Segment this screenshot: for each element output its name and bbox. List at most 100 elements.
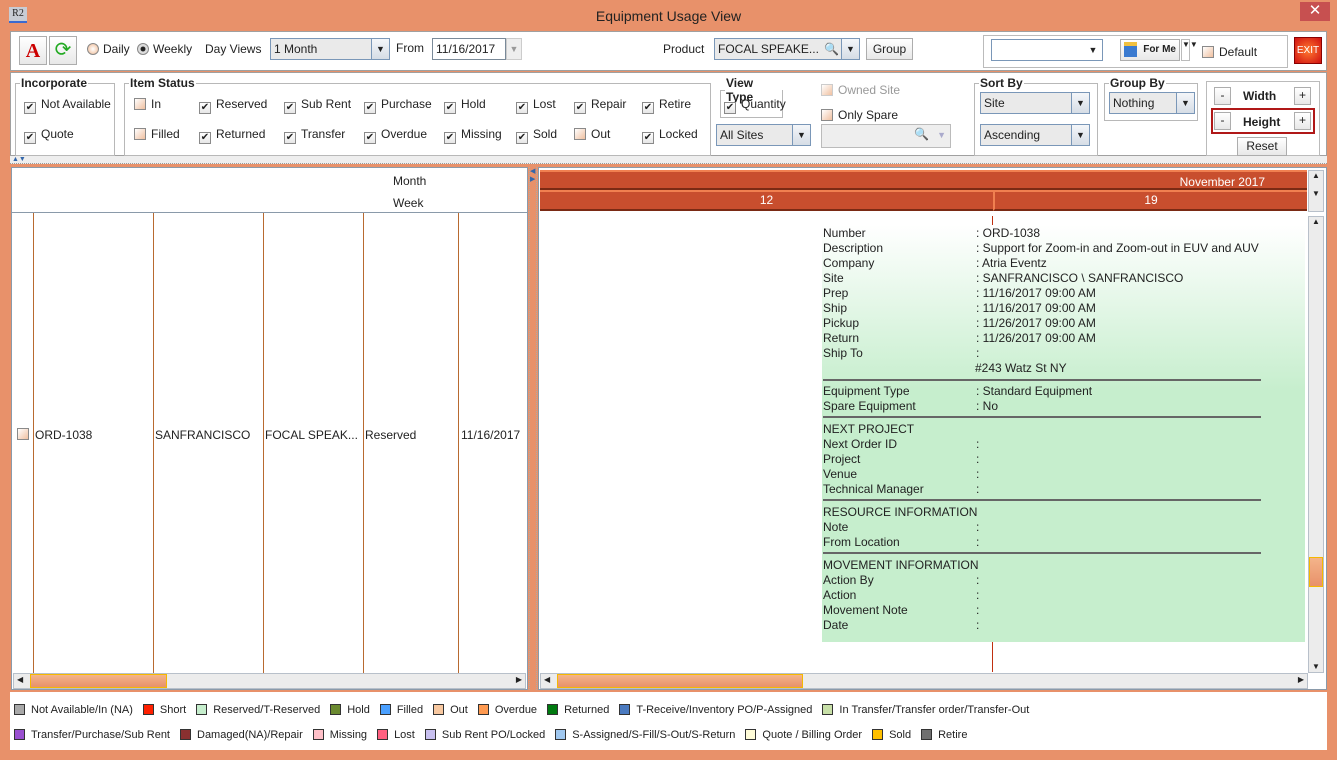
vertical-scrollbar[interactable]: ▲ ▼ xyxy=(1308,216,1324,673)
legend-item: Damaged(NA)/Repair xyxy=(180,729,303,741)
legend-item: Reserved/T-Reserved xyxy=(196,704,320,716)
tooltip-value: #243 Watz St NY xyxy=(975,361,1067,375)
legend-swatch xyxy=(424,729,436,740)
status-checkbox-hold[interactable]: ✔ Hold xyxy=(444,97,486,114)
height-minus-button[interactable]: - xyxy=(1214,112,1231,130)
status-checkbox-lost[interactable]: ✔ Lost xyxy=(516,97,556,114)
product-label: Product xyxy=(663,42,705,56)
tooltip-value: : xyxy=(976,452,980,466)
day-views-select[interactable]: 1 Month ▼ xyxy=(270,38,390,60)
group-by-select[interactable]: Nothing ▼ xyxy=(1109,92,1195,114)
item-status-group: Item Status xyxy=(124,76,711,156)
checkbox-icon xyxy=(134,128,146,140)
from-label: From xyxy=(396,41,424,55)
tooltip-label: Return xyxy=(823,331,860,345)
status-checkbox-missing[interactable]: ✔ Missing xyxy=(444,127,502,144)
close-button[interactable]: ✕ xyxy=(1300,2,1330,21)
status-checkbox-filled[interactable]: Filled xyxy=(134,127,180,141)
status-checkbox-locked[interactable]: ✔ Locked xyxy=(642,127,698,144)
legend-item: Returned xyxy=(547,704,609,716)
checkbox-icon: ✔ xyxy=(574,102,586,114)
status-checkbox-returned[interactable]: ✔ Returned xyxy=(199,127,266,144)
chevron-down-icon: ▼ xyxy=(1071,125,1089,145)
window-title: Equipment Usage View xyxy=(595,8,742,24)
tooltip-label: Ship xyxy=(823,301,848,315)
default-checkbox[interactable]: Default xyxy=(1202,45,1257,59)
right-horizontal-scrollbar[interactable]: ◀ ▶ xyxy=(540,673,1308,689)
for-me-dropdown-icon[interactable]: ▼▼ xyxy=(1181,39,1198,61)
weekly-radio[interactable]: Weekly xyxy=(137,42,192,56)
tooltip-value: : xyxy=(976,588,980,602)
incorporate-checkbox-quote[interactable]: ✔ Quote xyxy=(24,127,74,144)
height-plus-button[interactable]: + xyxy=(1294,112,1311,130)
status-checkbox-repair[interactable]: ✔ Repair xyxy=(574,97,627,114)
tooltip-value: : xyxy=(976,603,980,617)
legend-swatch xyxy=(330,704,342,715)
order-cell: ORD-1038 xyxy=(35,428,93,442)
status-checkbox-sold[interactable]: ✔ Sold xyxy=(516,127,558,144)
owned-site-checkbox[interactable]: Owned Site xyxy=(821,83,900,97)
checkbox-icon xyxy=(134,98,146,110)
status-checkbox-sub-rent[interactable]: ✔ Sub Rent xyxy=(284,97,352,114)
sites-select[interactable]: All Sites ▼ xyxy=(716,124,811,146)
from-date-field[interactable]: 11/16/2017 xyxy=(432,38,506,60)
left-horizontal-scrollbar[interactable]: ◀ ▶ xyxy=(13,673,526,689)
checkbox-icon: ✔ xyxy=(199,102,211,114)
chevron-down-icon: ▼ xyxy=(792,125,810,145)
for-me-button[interactable]: For Me xyxy=(1120,39,1180,61)
toolbar xyxy=(10,31,1327,71)
width-minus-button[interactable]: - xyxy=(1214,87,1231,105)
checkbox-icon: ✔ xyxy=(364,102,376,114)
refresh-icon[interactable]: ⟳ xyxy=(49,36,77,65)
tooltip-value: : 11/26/2017 09:00 AM xyxy=(976,316,1096,330)
status-checkbox-purchase[interactable]: ✔ Purchase xyxy=(364,97,432,114)
incorporate-checkbox-not-available[interactable]: ✔ Not Available xyxy=(24,97,111,114)
status-checkbox-in[interactable]: In xyxy=(134,97,161,111)
status-checkbox-retire[interactable]: ✔ Retire xyxy=(642,97,692,114)
tooltip-row: Action By: xyxy=(823,573,979,588)
table-row[interactable]: ORD-1038 SANFRANCISCO FOCAL SPEAK... Res… xyxy=(12,212,527,673)
chevron-down-icon: ▼ xyxy=(937,130,946,140)
sort-field-select[interactable]: Site ▼ xyxy=(980,92,1090,114)
status-checkbox-transfer[interactable]: ✔ Transfer xyxy=(284,127,346,144)
date-cell: 11/16/2017 xyxy=(461,428,521,442)
preset-box xyxy=(983,35,1288,68)
tooltip-value: : Support for Zoom-in and Zoom-out in EU… xyxy=(976,241,1259,255)
scroll-thumb xyxy=(1309,557,1323,587)
vertical-splitter[interactable]: ◀ ▶ xyxy=(529,167,537,690)
quantity-checkbox[interactable]: ✔ Quantity xyxy=(724,97,786,114)
row-checkbox[interactable] xyxy=(17,428,29,440)
tooltip-row: Prep: 11/16/2017 09:00 AM xyxy=(823,286,1096,301)
spare-select[interactable]: 🔍 ▼ xyxy=(821,124,951,148)
tooltip-row: Ship To: xyxy=(823,346,979,361)
group-button[interactable]: Group xyxy=(866,38,913,60)
legend-swatch xyxy=(822,704,834,715)
tooltip-value: : xyxy=(976,573,980,587)
status-checkbox-out[interactable]: Out xyxy=(574,127,610,141)
date-dropdown-icon[interactable]: ▼ xyxy=(506,38,522,60)
legend-swatch xyxy=(555,729,567,740)
only-spare-checkbox[interactable]: Only Spare xyxy=(821,108,898,122)
exit-button[interactable]: EXIT xyxy=(1294,37,1322,64)
sort-order-select[interactable]: Ascending ▼ xyxy=(980,124,1090,146)
product-select[interactable]: FOCAL SPEAKE... 🔍 ▼ xyxy=(714,38,860,60)
tooltip-label: Technical Manager xyxy=(823,482,924,496)
tooltip-row: Spare Equipment: No xyxy=(823,399,998,414)
tooltip-value: : xyxy=(976,535,980,549)
sort-by-group: Sort By xyxy=(974,76,1098,156)
tooltip-label: NEXT PROJECT xyxy=(823,422,915,436)
reset-button[interactable]: Reset xyxy=(1237,137,1287,156)
legend-item: Retire xyxy=(921,729,967,741)
tooltip-value: : ORD-1038 xyxy=(976,226,1041,240)
width-plus-button[interactable]: + xyxy=(1294,87,1311,105)
status-checkbox-overdue[interactable]: ✔ Overdue xyxy=(364,127,428,144)
status-checkbox-reserved[interactable]: ✔ Reserved xyxy=(199,97,268,114)
tooltip-label: Venue xyxy=(823,467,858,481)
splitter-handle[interactable]: ▲▼ xyxy=(10,156,1327,164)
font-settings-icon[interactable]: A xyxy=(19,36,47,65)
tooltip-separator xyxy=(823,379,1261,381)
header-scrollbar[interactable]: ▲ ▼ xyxy=(1308,170,1324,212)
tooltip-value: : xyxy=(976,520,980,534)
preset-select[interactable]: ▼ xyxy=(991,39,1103,61)
daily-radio[interactable]: Daily xyxy=(87,42,130,56)
